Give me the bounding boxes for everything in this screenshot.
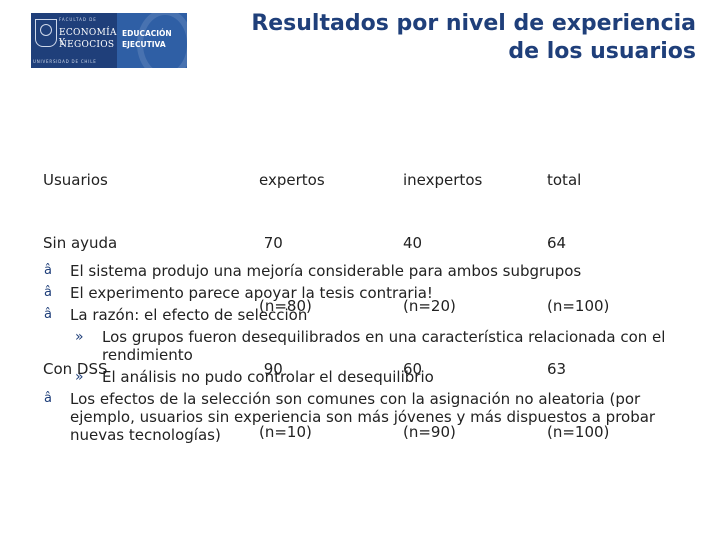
table-column-inexpertos: inexpertos 40 (n=20) 60 (n=90) <box>403 128 482 464</box>
bullet-icon: â <box>44 285 52 300</box>
table-cell: 40 <box>403 234 423 252</box>
table-column-total: total 64 (n=100) 63 (n=100) <box>547 128 609 464</box>
bullet-item: â El sistema produjo una mejoría conside… <box>44 262 684 280</box>
table-cell: 70 <box>259 234 283 252</box>
bullet-text: Los efectos de la selección son comunes … <box>70 390 656 444</box>
table-column-expertos: expertos 70 (n=80) 90 (n=10) <box>259 128 325 464</box>
bullet-list: â El sistema produjo una mejoría conside… <box>44 262 684 448</box>
faculty-logo: FACULTAD DE ECONOMÍA Y NEGOCIOS UNIVERSI… <box>31 9 193 79</box>
table-cell: Con DSS <box>43 360 108 378</box>
table-cell: (n=20) <box>403 297 456 315</box>
table-column-groups: Usuarios Sin ayuda Con DSS <box>43 128 117 464</box>
logo-line-2: NEGOCIOS <box>59 40 115 50</box>
table-cell: (n=80) <box>259 297 312 315</box>
logo-line-1: ECONOMÍA Y <box>59 28 117 48</box>
bullet-text: El sistema produjo una mejoría considera… <box>70 262 582 280</box>
table-cell: (n=100) <box>547 297 610 315</box>
logo-left-panel: FACULTAD DE ECONOMÍA Y NEGOCIOS UNIVERSI… <box>31 13 117 68</box>
bullet-text: La razón: el efecto de selección <box>70 306 308 324</box>
logo-right-line-1: EDUCACIÓN <box>122 29 172 38</box>
crest-icon <box>35 19 57 47</box>
bullet-item: â Los efectos de la selección son comune… <box>44 390 684 444</box>
table-cell: (n=100) <box>547 423 610 441</box>
table-cell: 63 <box>547 360 567 378</box>
double-chevron-icon: » <box>75 369 84 385</box>
sub-bullet-text: Los grupos fueron desequilibrados en una… <box>102 328 666 364</box>
table-cell: 90 <box>259 360 283 378</box>
bullet-icon: â <box>44 307 52 322</box>
bullet-icon: â <box>44 263 52 278</box>
sub-bullet-item: » El análisis no pudo controlar el deseq… <box>44 368 684 386</box>
bullet-item: â El experimento parece apoyar la tesis … <box>44 284 684 302</box>
table-cell: Usuarios <box>43 171 108 189</box>
logo-right-panel: EDUCACIÓN EJECUTIVA <box>117 9 193 79</box>
logo-ring-icon <box>137 9 193 79</box>
table-cell: (n=10) <box>259 423 312 441</box>
table-cell: inexpertos <box>403 171 483 189</box>
sub-bullet-item: » Los grupos fueron desequilibrados en u… <box>44 328 684 364</box>
logo-bottom-text: UNIVERSIDAD DE CHILE <box>33 59 97 64</box>
slide-title: Resultados por nivel de experiencia de l… <box>251 10 696 66</box>
table-cell: 64 <box>547 234 567 252</box>
table-cell: total <box>547 171 582 189</box>
table-cell: expertos <box>259 171 325 189</box>
logo-right-line-2: EJECUTIVA <box>122 40 166 49</box>
title-line-1: Resultados por nivel de experiencia <box>251 11 696 36</box>
table-cell: Sin ayuda <box>43 234 118 252</box>
table-cell: 60 <box>403 360 423 378</box>
sub-bullet-text: El análisis no pudo controlar el desequi… <box>102 368 434 386</box>
bullet-text: El experimento parece apoyar la tesis co… <box>70 284 433 302</box>
bullet-item: â La razón: el efecto de selección <box>44 306 684 324</box>
table-cell: (n=90) <box>403 423 456 441</box>
title-line-2: de los usuarios <box>508 39 696 64</box>
logo-small-text: FACULTAD DE <box>59 17 97 22</box>
double-chevron-icon: » <box>75 329 84 345</box>
bullet-icon: â <box>44 391 52 406</box>
